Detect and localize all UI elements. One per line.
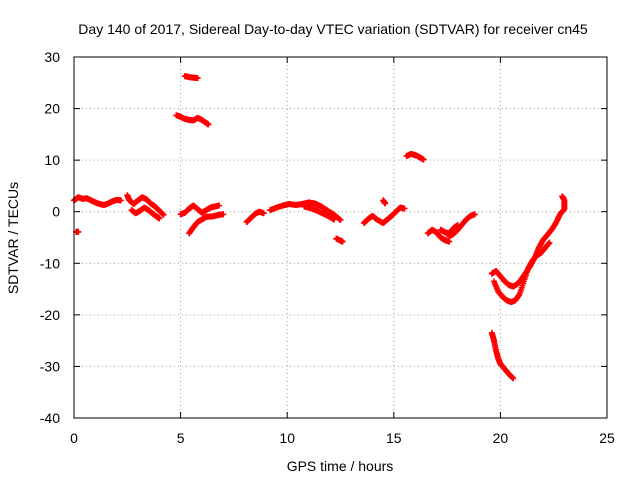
- x-tick-labels: 0 5 10 15 20 25: [70, 430, 615, 446]
- y-tick-label: 20: [44, 101, 60, 117]
- series-recovery-a: [488, 193, 568, 290]
- plot-frame: [73, 56, 608, 419]
- data-point: [117, 197, 124, 204]
- y-tick-label: 0: [52, 204, 60, 220]
- x-axis-label: GPS time / hours: [287, 458, 394, 474]
- series-high-arc-b: [173, 112, 212, 128]
- y-tick-label: -30: [40, 358, 60, 374]
- y-tick-label: 10: [44, 152, 60, 168]
- series-band-17-18h: [437, 222, 461, 237]
- series-band-8-9h: [243, 208, 267, 226]
- data-point: [336, 216, 343, 223]
- x-tick-label: 10: [279, 430, 295, 446]
- x-tick-label: 0: [70, 430, 78, 446]
- series-band-9-12h-b: [301, 203, 338, 223]
- data-point: [446, 238, 453, 245]
- data-point: [331, 216, 338, 223]
- data-points: [71, 73, 568, 382]
- data-point: [471, 211, 478, 218]
- x-tick-label: 15: [386, 430, 402, 446]
- data-point: [194, 75, 201, 82]
- y-tick-label: 30: [44, 49, 60, 65]
- series-band-12h-isolated: [333, 235, 346, 245]
- x-tick-label: 20: [493, 430, 509, 446]
- data-point: [205, 121, 212, 128]
- y-axis-label: SDTVAR / TECUs: [5, 182, 21, 294]
- series-band-2-4h-a: [124, 192, 167, 218]
- data-point: [75, 228, 82, 235]
- series-band-16h-high: [403, 150, 427, 163]
- series-band-5-7h-b: [186, 211, 227, 237]
- series-band-14h-spot: [380, 197, 389, 207]
- series-band-2-4h-b: [128, 204, 163, 222]
- series-band-13-15h: [360, 204, 408, 227]
- series-band-16-19h-a: [424, 226, 453, 245]
- data-point: [160, 211, 167, 218]
- axis-ticks: [73, 56, 608, 419]
- data-point: [337, 216, 344, 223]
- series-recovery-b: [491, 239, 553, 305]
- y-tick-label: -10: [40, 255, 60, 271]
- chart-title: Day 140 of 2017, Sidereal Day-to-day VTE…: [78, 21, 588, 37]
- data-point: [260, 210, 267, 217]
- y-tick-label: -20: [40, 307, 60, 323]
- y-tick-labels: -40 -30 -20 -10 0 10 20 30: [40, 49, 60, 426]
- data-point: [401, 205, 408, 212]
- y-tick-label: -40: [40, 410, 60, 426]
- data-point: [156, 215, 163, 222]
- x-tick-label: 25: [599, 430, 615, 446]
- data-point: [215, 202, 222, 209]
- data-point: [454, 222, 461, 229]
- series-band-16-19h-b: [446, 211, 478, 240]
- data-point: [546, 239, 553, 246]
- series-early-band: [71, 194, 124, 209]
- series-band-5-7h-a: [177, 202, 222, 218]
- data-point: [559, 193, 566, 200]
- data-point: [339, 238, 346, 245]
- series-steep-drop: [488, 329, 517, 382]
- data-point: [220, 211, 227, 218]
- data-point: [510, 375, 517, 382]
- data-point: [420, 156, 427, 163]
- x-tick-label: 5: [177, 430, 185, 446]
- data-point: [382, 200, 389, 207]
- series-high-arc-a: [181, 73, 201, 82]
